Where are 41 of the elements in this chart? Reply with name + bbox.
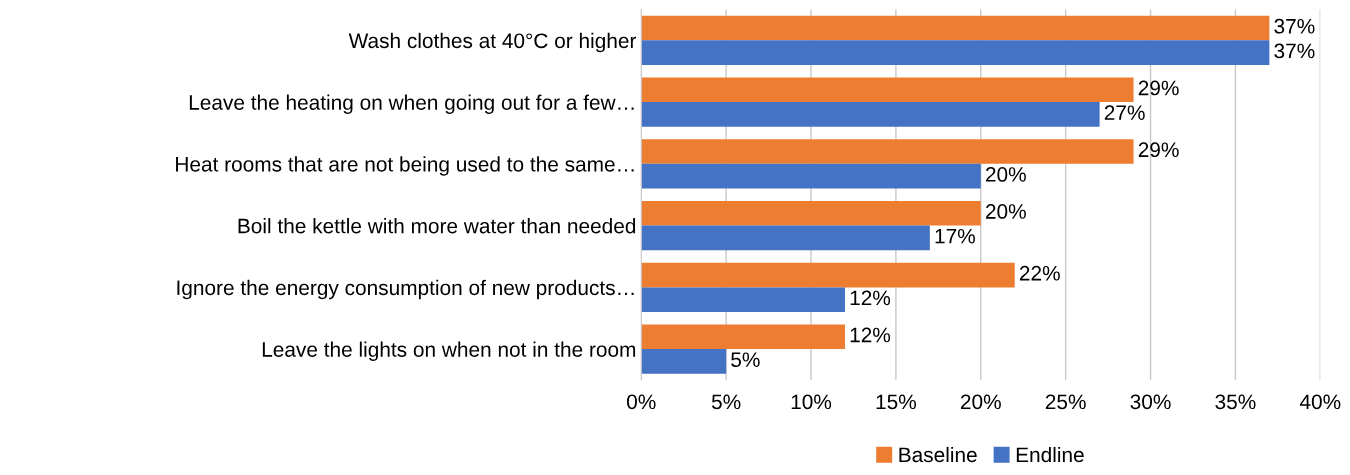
x-tick-label: 10%: [791, 394, 832, 410]
data-label: 17%: [935, 228, 975, 244]
x-tick-label: 5%: [711, 394, 741, 410]
bar: [641, 77, 1134, 103]
bar: [641, 324, 845, 350]
data-label: 22%: [1019, 265, 1060, 281]
x-tick-label: 15%: [876, 394, 916, 410]
x-tick-label: 35%: [1215, 394, 1256, 410]
y-tick-label: Wash clothes at 40°C or higher: [348, 32, 637, 53]
data-label: 37%: [1274, 18, 1315, 34]
legend-label: Endline: [1016, 446, 1084, 463]
bar: [641, 102, 1100, 127]
data-label: 20%: [985, 167, 1026, 182]
bar: [641, 139, 1134, 164]
y-tick-label: Leave the lights on when not in the room: [262, 341, 636, 361]
x-tick-label: 30%: [1130, 394, 1171, 410]
x-tick-label: 25%: [1045, 394, 1086, 410]
data-label: 5%: [731, 352, 760, 368]
bar: [641, 40, 1270, 66]
bar: [641, 200, 981, 226]
data-label: 27%: [1104, 105, 1145, 120]
y-tick-label: Boil the kettle with more water than needed: [238, 218, 636, 234]
data-label: 29%: [1138, 142, 1179, 158]
x-tick-label: 40%: [1299, 394, 1341, 410]
bar: [641, 349, 727, 374]
bar: [641, 262, 1015, 288]
x-tick-label: 0%: [627, 394, 656, 410]
data-label: 20%: [985, 204, 1026, 219]
bar: [641, 287, 845, 313]
y-tick-label: Leave the heating on when going out for a few…: [189, 94, 634, 114]
legend-label: Baseline: [899, 446, 977, 463]
x-tick-label: 20%: [960, 394, 1001, 410]
y-tick-label: Heat rooms that are not being used to the same…: [176, 156, 634, 176]
bar: [641, 163, 981, 189]
data-label: 12%: [850, 290, 891, 306]
y-tick-label: Ignore the energy consumption of new products…: [177, 279, 634, 300]
data-label: 37%: [1274, 43, 1315, 59]
bar: [641, 15, 1270, 41]
data-label: 29%: [1138, 80, 1179, 96]
bar: [641, 225, 930, 251]
data-label: 12%: [850, 327, 891, 343]
